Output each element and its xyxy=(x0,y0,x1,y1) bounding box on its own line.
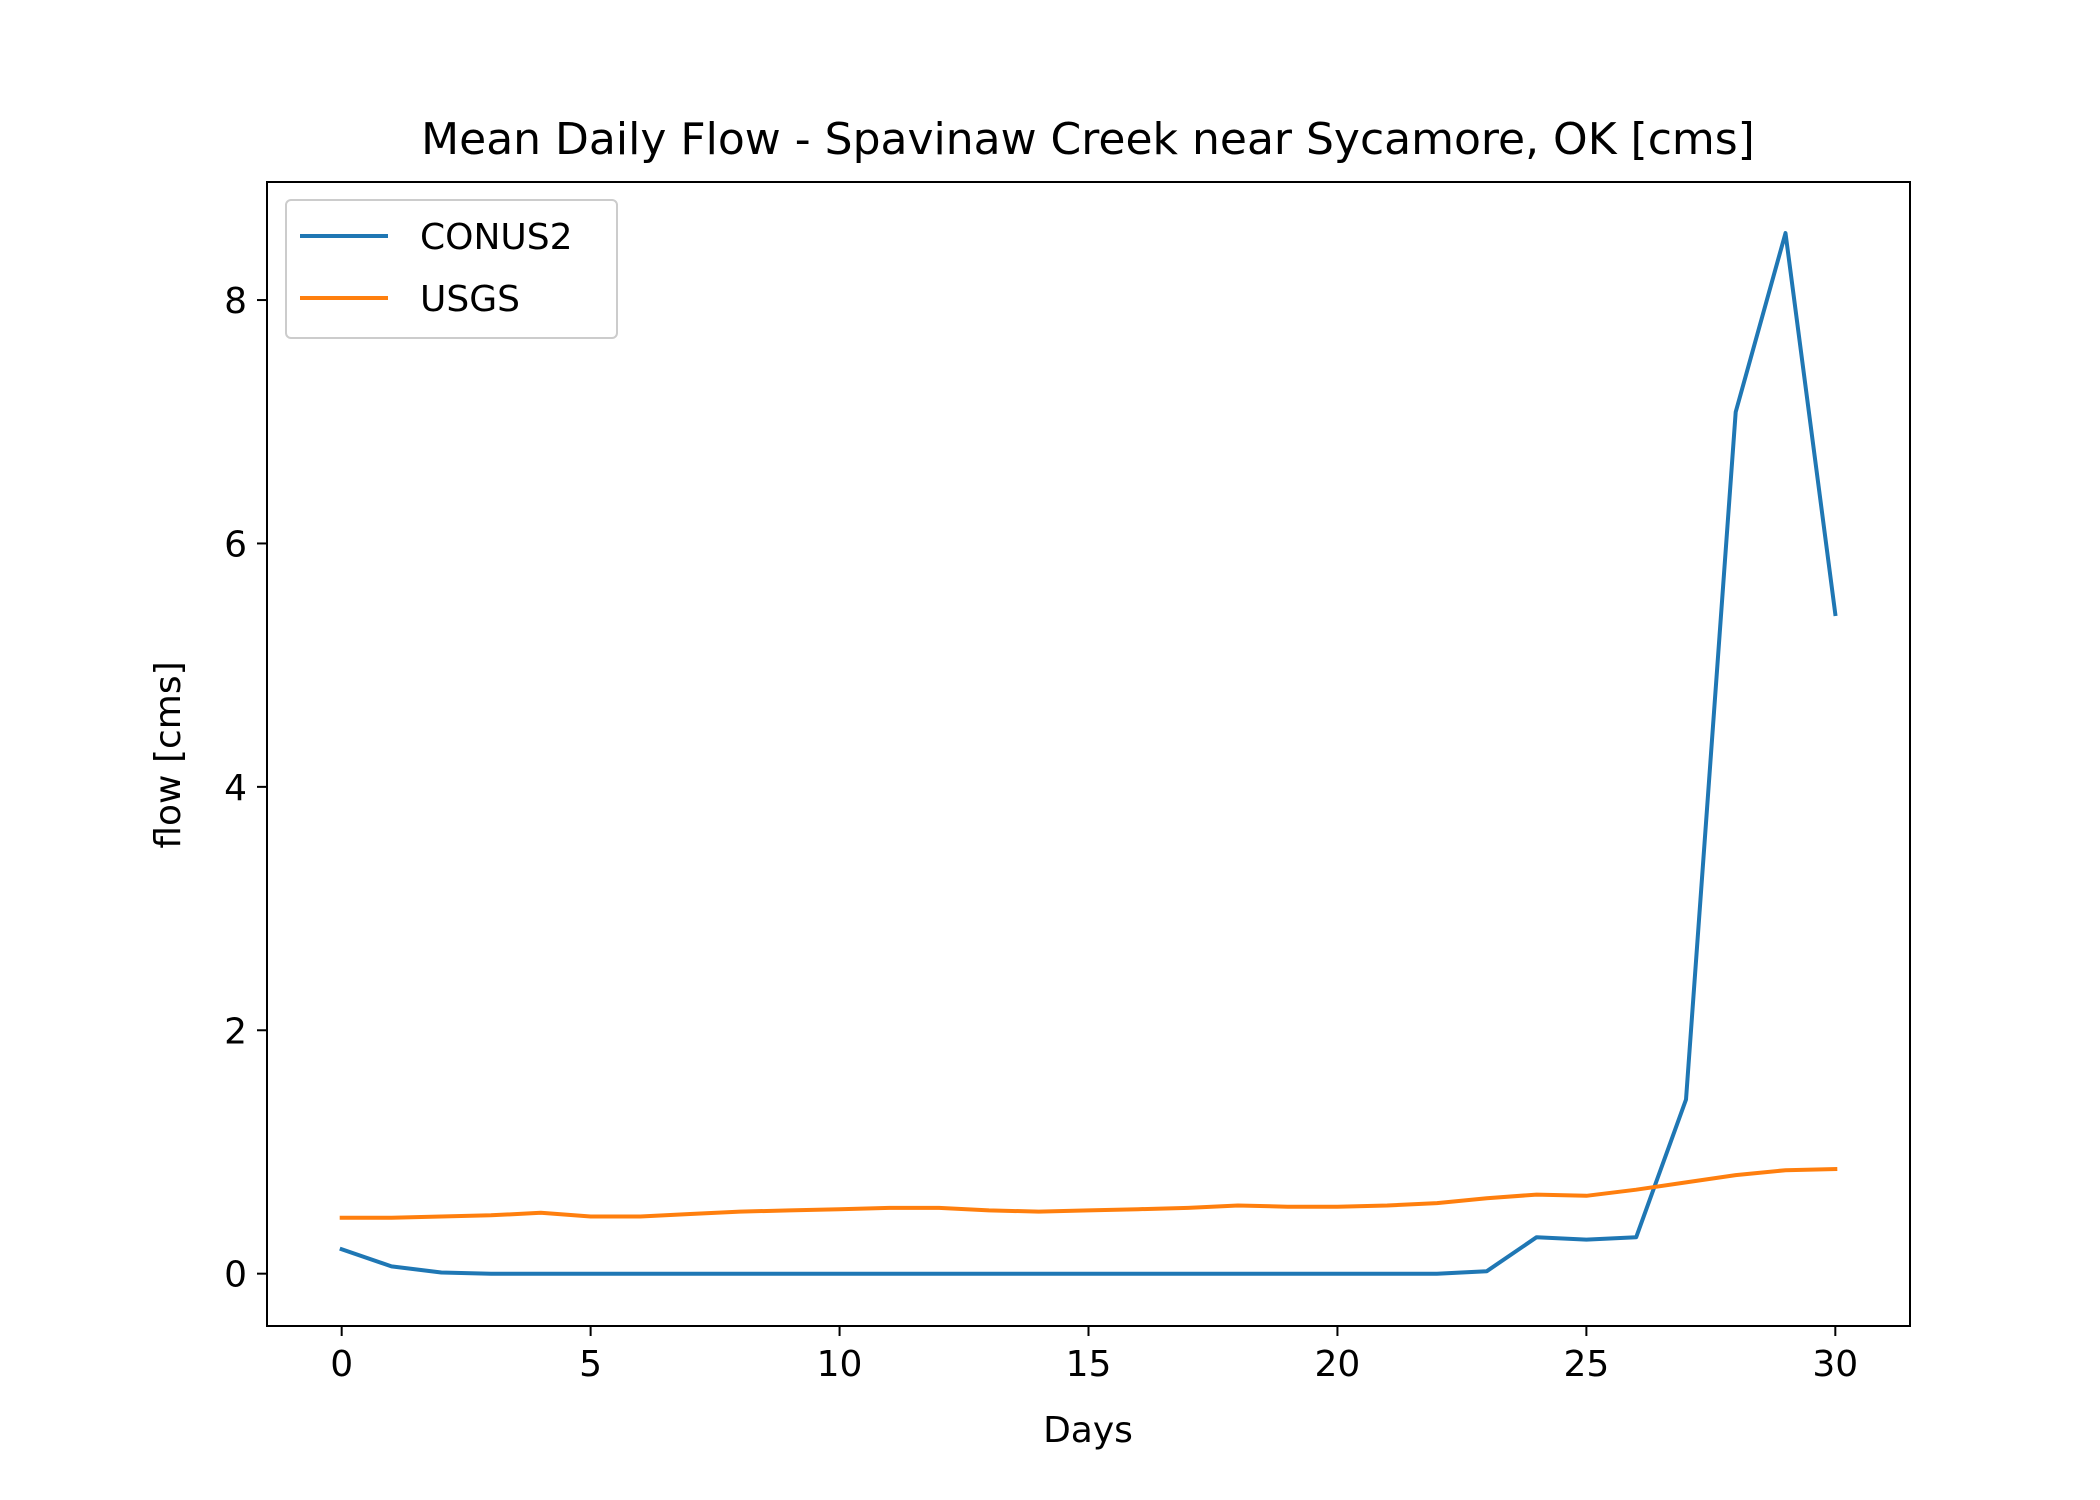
y-tick-label-0: 0 xyxy=(224,1255,247,1296)
chart-title: Mean Daily Flow - Spavinaw Creek near Sy… xyxy=(421,114,1755,165)
series-line-1 xyxy=(339,1166,1838,1220)
y-axis-ticks: 0 2 4 6 8 xyxy=(224,281,267,1296)
legend-label-1: USGS xyxy=(420,279,520,320)
y-tick-label-2: 4 xyxy=(224,768,247,809)
x-tick-label-6: 30 xyxy=(1812,1344,1858,1385)
series-layer xyxy=(339,231,1838,1276)
legend: CONUS2 USGS xyxy=(285,199,618,339)
x-tick-label-2: 10 xyxy=(817,1344,863,1385)
y-tick-label-3: 6 xyxy=(224,524,247,565)
legend-label-0: CONUS2 xyxy=(420,217,573,258)
x-axis-label: Days xyxy=(1043,1410,1133,1451)
x-tick-label-0: 0 xyxy=(330,1344,353,1385)
x-axis-ticks: 0 5 10 15 20 25 30 xyxy=(330,1326,1858,1385)
x-tick-label-1: 5 xyxy=(579,1344,602,1385)
y-axis-label: flow [cms] xyxy=(148,661,189,848)
x-tick-label-4: 20 xyxy=(1315,1344,1361,1385)
x-tick-label-3: 15 xyxy=(1066,1344,1112,1385)
y-tick-label-1: 2 xyxy=(224,1011,247,1052)
x-tick-label-5: 25 xyxy=(1563,1344,1609,1385)
y-tick-label-4: 8 xyxy=(224,281,247,322)
series-line-0 xyxy=(339,231,1838,1276)
